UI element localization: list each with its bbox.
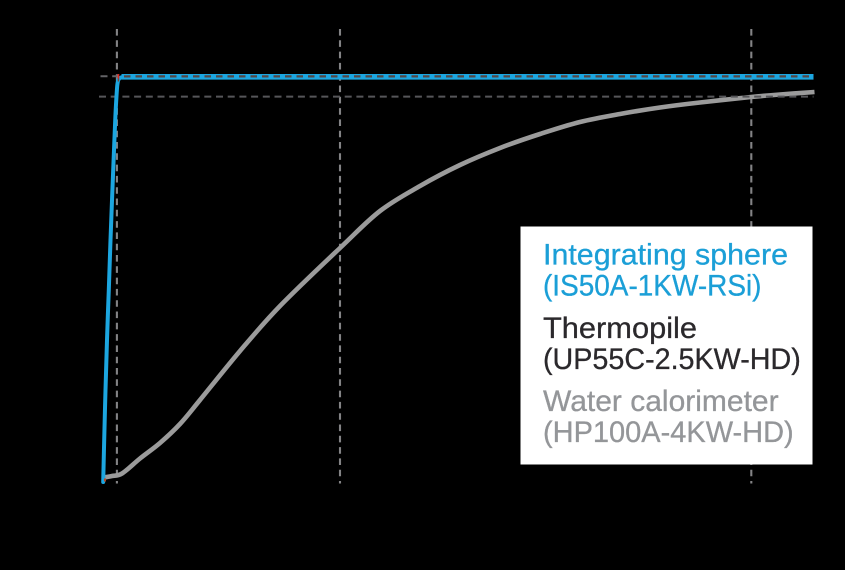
svg-text:(UP55C-2.5KW-HD): (UP55C-2.5KW-HD) xyxy=(543,343,801,376)
svg-text:Thermopile: Thermopile xyxy=(543,312,697,345)
svg-text:(HP100A-4KW-HD): (HP100A-4KW-HD) xyxy=(543,416,794,449)
svg-text:(IS50A-1KW-RSi): (IS50A-1KW-RSi) xyxy=(543,270,762,303)
svg-text:Integrating sphere: Integrating sphere xyxy=(543,239,788,272)
svg-text:Water calorimeter: Water calorimeter xyxy=(543,385,779,418)
